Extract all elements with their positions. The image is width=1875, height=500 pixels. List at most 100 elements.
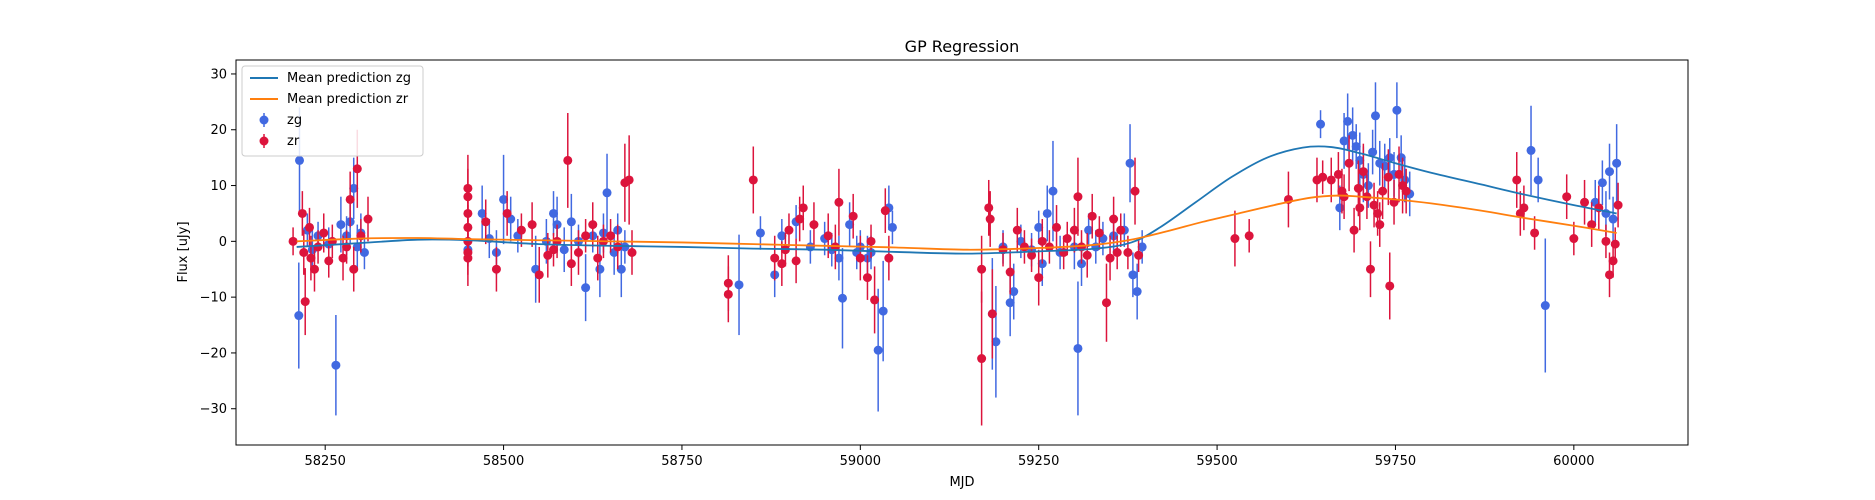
zr-point-132 (1601, 224, 1611, 259)
x-tick-label-6: 59750 (1375, 454, 1416, 469)
zr-point-65 (880, 188, 890, 233)
zr-point-39 (593, 235, 603, 281)
zr-point-87 (1087, 193, 1097, 239)
zr-point-44 (624, 135, 634, 225)
zr-point-42 (613, 224, 623, 270)
y-tick-label-6: 30 (210, 67, 227, 82)
zr-point-123 (1512, 152, 1522, 208)
zg-point-93 (1385, 138, 1395, 178)
zg-point-80 (1316, 110, 1326, 139)
series-zr (288, 113, 1623, 426)
zr-point-14 (349, 246, 359, 292)
y-tick-label-3: 0 (219, 235, 227, 250)
chart-title: GP Regression (905, 37, 1020, 56)
y-tick-label-0: −30 (200, 402, 227, 417)
zr-point-56 (809, 202, 819, 247)
zr-point-66 (884, 235, 894, 281)
zr-point-115 (1375, 202, 1385, 247)
zr-point-3 (300, 268, 310, 336)
zr-point-130 (1587, 202, 1597, 247)
zr-point-6 (309, 246, 319, 292)
zg-point-7 (336, 196, 346, 253)
zr-point-113 (1369, 182, 1379, 228)
zg-point-32 (602, 153, 612, 232)
zg-point-53 (878, 260, 888, 362)
zr-point-62 (862, 255, 872, 300)
zr-point-128 (1569, 221, 1579, 256)
zr-point-17 (363, 196, 373, 242)
legend-swatch-zr (259, 134, 269, 148)
zg-point-103 (1597, 160, 1607, 206)
zr-point-97 (1230, 210, 1240, 267)
zg-point-95 (1392, 82, 1402, 139)
x-tick-label-2: 58750 (661, 454, 702, 469)
plot-area (288, 82, 1623, 426)
zr-point-55 (798, 185, 808, 231)
zr-point-41 (606, 219, 616, 253)
zg-point-90 (1370, 82, 1380, 150)
zr-point-71 (987, 269, 997, 359)
zg-point-107 (1612, 124, 1622, 203)
zr-point-54 (795, 196, 805, 242)
zr-point-107 (1349, 207, 1359, 253)
zr-point-73 (1005, 249, 1015, 295)
zr-point-32 (549, 232, 559, 267)
zr-point-84 (1073, 157, 1083, 236)
zg-point-79 (1137, 230, 1147, 264)
zg-point-86 (1355, 132, 1365, 189)
zr-point-1 (297, 191, 307, 236)
line-mean-prediction-zg (296, 145, 1617, 255)
zr-point-35 (566, 241, 576, 286)
zg-point-52 (873, 288, 883, 412)
zg-point-37 (734, 234, 744, 336)
zr-point-118 (1385, 252, 1395, 320)
axes-frame (235, 59, 1689, 446)
zr-point-28 (516, 213, 526, 247)
zr-point-9 (324, 244, 334, 278)
zg-point-66 (1048, 140, 1058, 242)
zr-point-94 (1123, 235, 1133, 270)
zr-point-0 (288, 227, 298, 256)
zr-point-70 (985, 191, 995, 247)
zr-point-63 (866, 224, 876, 259)
zg-point-47 (845, 202, 855, 247)
y-axis-label: Flux [uJy] (176, 221, 191, 282)
zr-point-25 (481, 199, 491, 245)
zg-point-78 (1132, 263, 1142, 320)
zg-point-23 (549, 191, 559, 236)
zg-point-106 (1608, 196, 1618, 242)
y-axis: −30 −20 −10 0 10 20 30 (200, 67, 236, 417)
zg-point-100 (1533, 157, 1543, 203)
zg-point-101 (1540, 238, 1550, 373)
zr-point-26 (491, 246, 501, 292)
zr-point-110 (1358, 143, 1368, 200)
zr-point-38 (588, 202, 598, 247)
zg-point-0 (294, 262, 304, 369)
zr-point-106 (1344, 135, 1354, 192)
zr-point-126 (1530, 216, 1540, 250)
zr-point-2 (299, 230, 309, 275)
zr-point-45 (627, 230, 637, 275)
zg-point-57 (991, 285, 1001, 398)
x-tick-label-4: 59250 (1018, 454, 1059, 469)
x-tick-label-7: 60000 (1553, 454, 1594, 469)
legend-label-zg: zg (287, 113, 302, 128)
zg-point-76 (1125, 124, 1135, 203)
legend-frame (241, 65, 424, 157)
zr-point-98 (1244, 219, 1254, 253)
zr-point-52 (784, 213, 794, 247)
zg-point-18 (499, 154, 509, 245)
x-tick-label-3: 59000 (840, 454, 881, 469)
zr-point-83 (1069, 207, 1079, 253)
zr-point-64 (870, 266, 880, 334)
zr-point-127 (1562, 174, 1572, 220)
legend-swatch-zg (259, 113, 269, 127)
zr-point-74 (1012, 207, 1022, 253)
zr-point-60 (848, 193, 858, 239)
zr-point-49 (770, 235, 780, 281)
zr-point-91 (1109, 196, 1119, 242)
zg-point-89 (1368, 129, 1378, 175)
zr-point-101 (1318, 160, 1328, 194)
zr-point-37 (581, 219, 591, 253)
